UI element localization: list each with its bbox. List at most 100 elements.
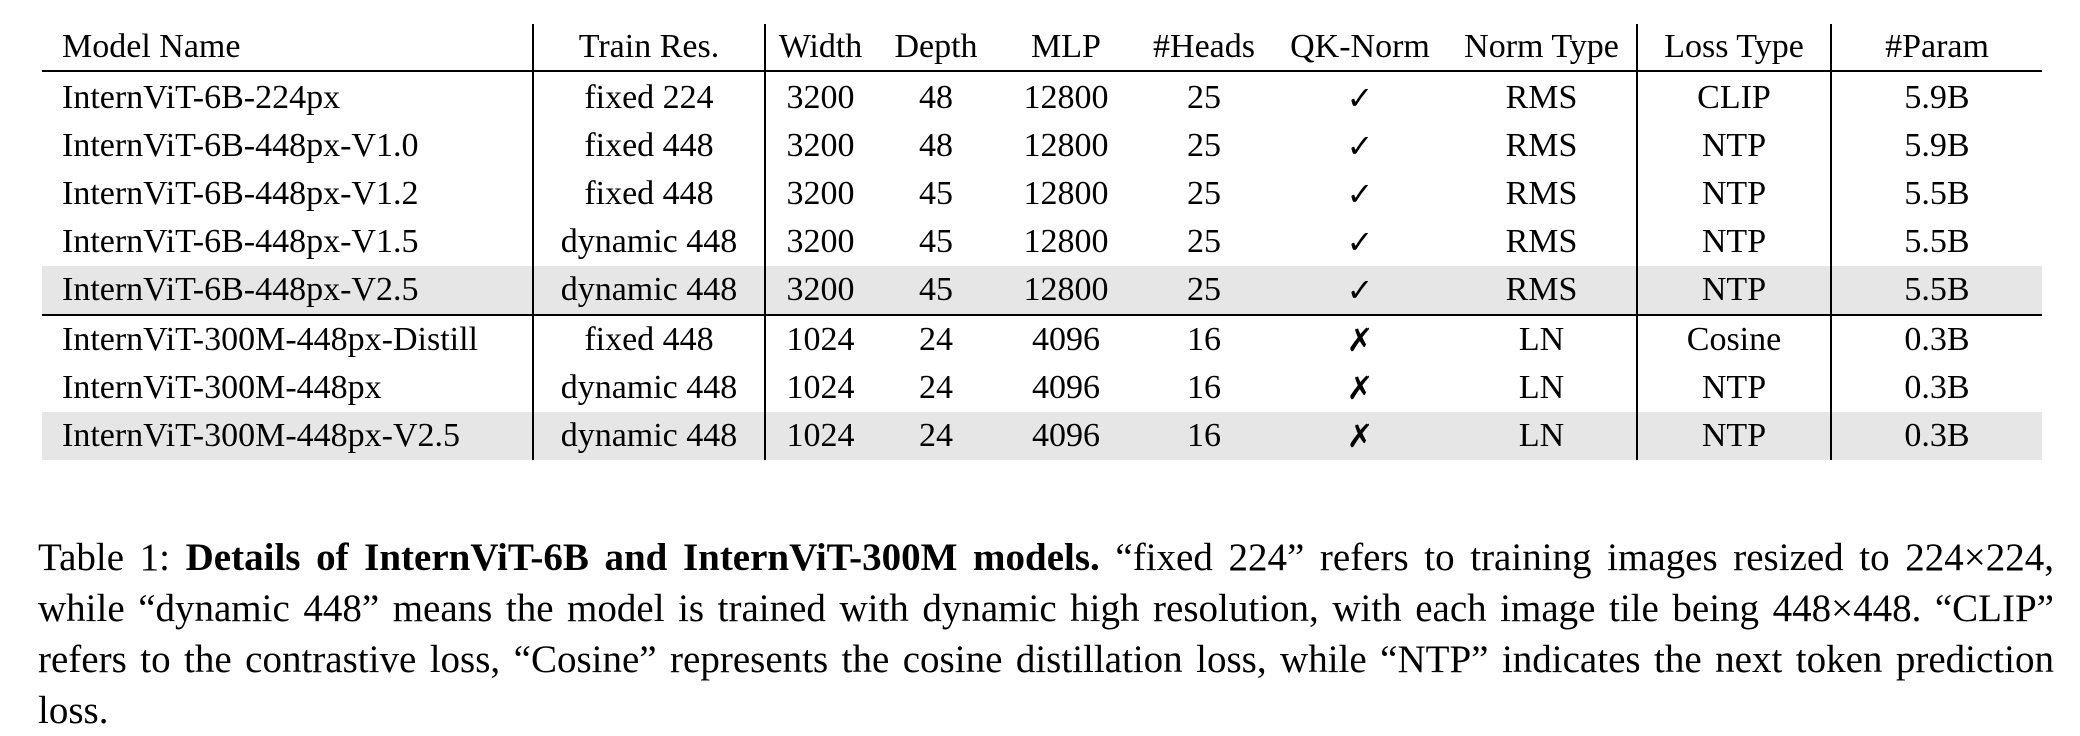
cell-model-name: InternViT-6B-448px-V1.5 (42, 218, 534, 266)
table-row: InternViT-300M-448px-Distill fixed 448 102… (42, 314, 2042, 364)
cell-mlp: 12800 (1023, 127, 1109, 164)
cell-mlp: 12800 (1023, 79, 1109, 116)
cell-model-name: InternViT-300M-448px-V2.5 (42, 412, 534, 460)
cell-qk-norm: ✓ (1346, 127, 1374, 165)
cell-train-res: dynamic 448 (533, 364, 766, 412)
cell-width: 3200 (786, 175, 855, 212)
cell-depth: 45 (875, 266, 997, 315)
cell-depth: 24 (919, 369, 953, 406)
cell-loss-type: CLIP (1637, 71, 1832, 122)
cell-depth: 48 (919, 79, 953, 116)
col-header-loss-type: Loss Type (1637, 24, 1832, 72)
cell-mlp: 12800 (997, 266, 1135, 315)
cell-qk-norm: ✓ (1273, 266, 1447, 315)
col-header-param: #Param (1831, 24, 2042, 72)
cell-mlp: 12800 (1023, 175, 1109, 212)
cell-qk-norm: ✓ (1346, 223, 1374, 261)
table-row: InternViT-6B-448px-V1.2 fixed 448 3200 45 12… (42, 170, 2042, 218)
cell-param: 0.3B (1831, 412, 2042, 460)
table-row: InternViT-6B-448px-V2.5 dynamic 448 3200 45… (42, 266, 2042, 315)
cell-norm-type: RMS (1447, 266, 1638, 315)
cell-param: 5.9B (1904, 79, 1970, 116)
col-header-train-res: Train Res. (533, 24, 766, 72)
cell-width: 1024 (765, 412, 875, 460)
cell-width: 3200 (786, 127, 855, 164)
col-header-norm-type: Norm Type (1447, 24, 1638, 72)
caption-title: Details of InternViT-6B and InternViT-30… (185, 536, 1100, 579)
cell-loss-type: NTP (1637, 218, 1832, 266)
model-details-table: Model Name Train Res. Width Depth MLP #H… (42, 24, 2042, 460)
cell-heads: 25 (1187, 79, 1221, 116)
cell-norm-type: LN (1447, 364, 1638, 412)
table-row: InternViT-300M-448px dynamic 448 1024 24 409… (42, 364, 2042, 412)
col-header-qk-norm: QK-Norm (1273, 24, 1447, 72)
cell-loss-type: NTP (1637, 412, 1832, 460)
col-header-depth: Depth (875, 24, 997, 72)
table-row: InternViT-6B-224px fixed 224 3200 48 12800 25… (42, 71, 2042, 122)
cell-heads: 25 (1187, 127, 1221, 164)
cell-loss-type: NTP (1637, 266, 1832, 315)
cell-param: 5.9B (1904, 127, 1970, 164)
col-header-model-name: Model Name (42, 24, 534, 72)
cell-qk-norm: ✓ (1346, 175, 1374, 213)
cell-depth: 45 (919, 175, 953, 212)
cell-model-name: InternViT-6B-224px (42, 71, 534, 122)
cell-loss-type: NTP (1637, 122, 1832, 170)
cell-width: 3200 (786, 79, 855, 116)
cell-norm-type: RMS (1447, 218, 1638, 266)
cell-model-name: InternViT-300M-448px (42, 364, 534, 412)
cell-model-name: InternViT-300M-448px-Distill (42, 314, 534, 364)
cell-width: 1024 (765, 314, 875, 364)
cell-heads: 16 (1187, 369, 1221, 406)
cell-depth: 24 (875, 314, 997, 364)
cell-mlp: 4096 (997, 412, 1135, 460)
cell-depth: 45 (919, 223, 953, 260)
cell-norm-type: RMS (1447, 122, 1638, 170)
cell-loss-type: NTP (1637, 364, 1832, 412)
cell-norm-type: RMS (1447, 170, 1638, 218)
cell-train-res: dynamic 448 (533, 412, 766, 460)
cell-heads: 16 (1135, 412, 1273, 460)
col-header-width: Width (765, 24, 875, 72)
cell-loss-type: Cosine (1637, 314, 1832, 364)
cell-train-res: fixed 448 (533, 170, 766, 218)
cell-qk-norm: ✗ (1273, 412, 1447, 460)
cell-model-name: InternViT-6B-448px-V1.0 (42, 122, 534, 170)
cell-param: 5.5B (1831, 266, 2042, 315)
caption-label: Table 1: (38, 536, 171, 579)
table-row: InternViT-6B-448px-V1.0 fixed 448 3200 48 12… (42, 122, 2042, 170)
cell-heads: 16 (1135, 314, 1273, 364)
cell-norm-type: LN (1447, 412, 1638, 460)
cell-param: 5.5B (1904, 175, 1970, 212)
table-row: InternViT-6B-448px-V1.5 dynamic 448 3200 45… (42, 218, 2042, 266)
cell-qk-norm: ✗ (1273, 314, 1447, 364)
cell-model-name: InternViT-6B-448px-V2.5 (42, 266, 534, 315)
table-container: Model Name Train Res. Width Depth MLP #H… (42, 24, 2042, 460)
cell-train-res: fixed 448 (533, 314, 766, 364)
cell-qk-norm: ✗ (1346, 369, 1374, 407)
cell-train-res: fixed 448 (533, 122, 766, 170)
cell-train-res: dynamic 448 (533, 218, 766, 266)
cell-mlp: 4096 (997, 314, 1135, 364)
cell-param: 0.3B (1831, 314, 2042, 364)
cell-param: 5.5B (1904, 223, 1970, 260)
cell-norm-type: LN (1447, 314, 1638, 364)
table-caption: Table 1: Details of InternViT-6B and Int… (38, 532, 2054, 736)
header-row: Model Name Train Res. Width Depth MLP #H… (42, 24, 2042, 72)
col-header-heads: #Heads (1135, 24, 1273, 72)
caption-text: “fixed 224” refers to training images re… (38, 536, 2055, 732)
cell-width: 1024 (786, 369, 855, 406)
cell-qk-norm: ✓ (1346, 79, 1374, 117)
cell-width: 3200 (765, 266, 875, 315)
cell-param: 0.3B (1904, 369, 1970, 406)
cell-depth: 24 (875, 412, 997, 460)
cell-depth: 48 (919, 127, 953, 164)
cell-norm-type: RMS (1447, 71, 1638, 122)
table-body: InternViT-6B-224px fixed 224 3200 48 12800 25… (42, 71, 2042, 460)
cell-width: 3200 (786, 223, 855, 260)
table-row: InternViT-300M-448px-V2.5 dynamic 448 1024… (42, 412, 2042, 460)
cell-heads: 25 (1135, 266, 1273, 315)
cell-heads: 25 (1187, 175, 1221, 212)
cell-loss-type: NTP (1637, 170, 1832, 218)
col-header-mlp: MLP (997, 24, 1135, 72)
